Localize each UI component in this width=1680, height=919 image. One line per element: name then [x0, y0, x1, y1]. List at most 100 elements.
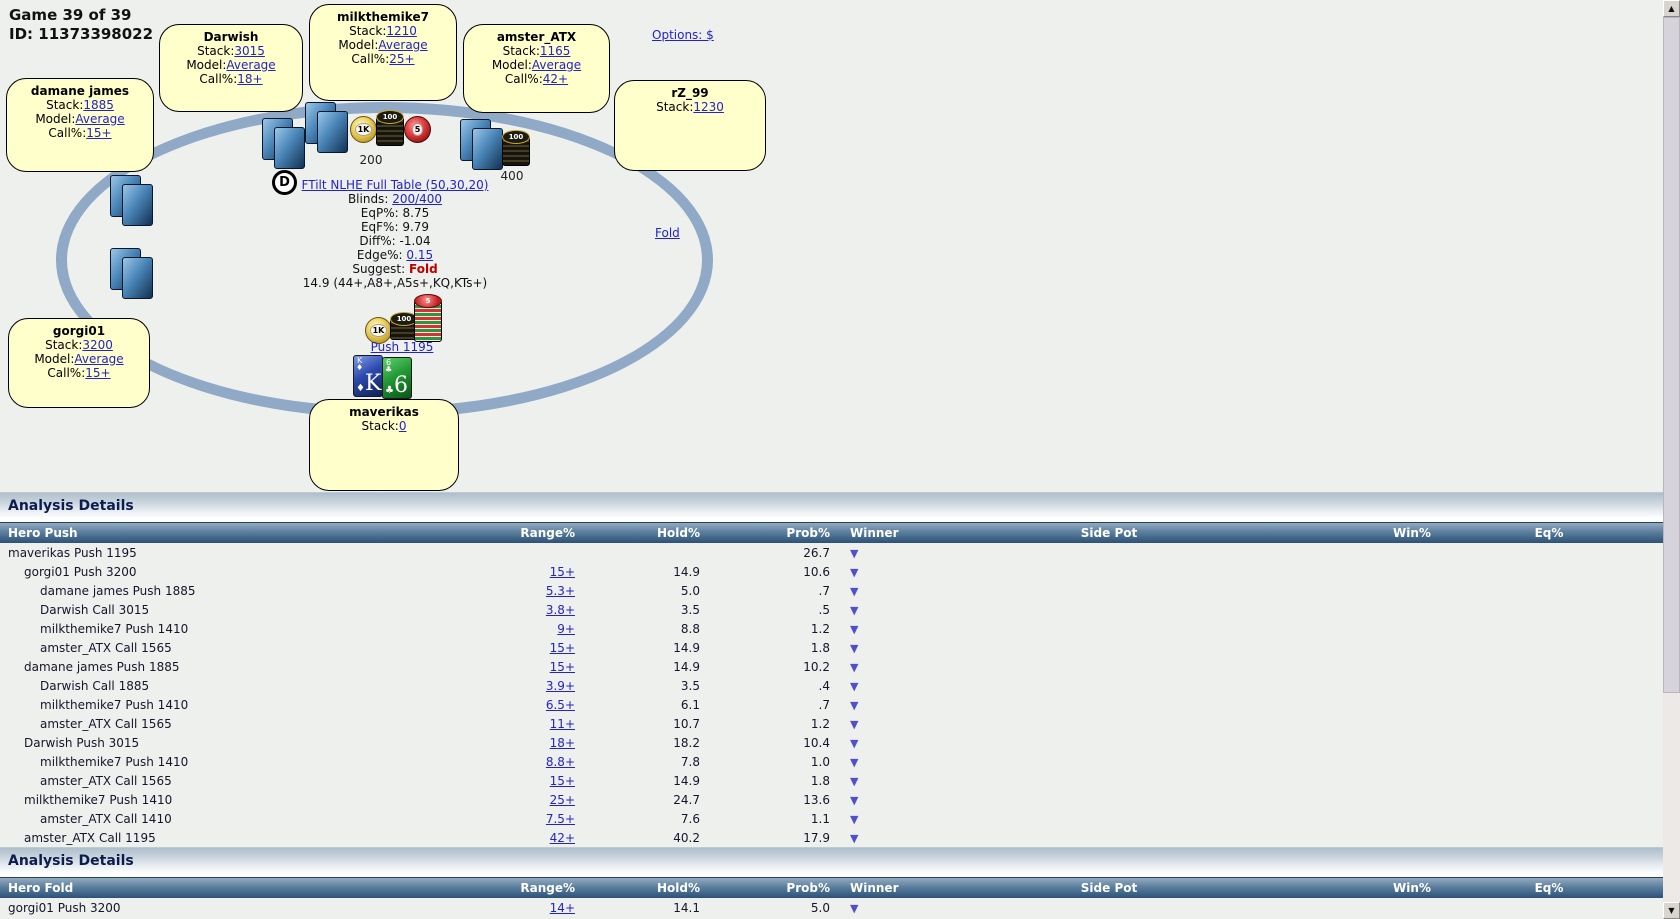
row-prob: 13.6 [803, 792, 830, 807]
eqf-label: EqF%: [360, 220, 399, 234]
eqf-value: 9.79 [402, 220, 430, 234]
stack-link[interactable]: 3200 [82, 338, 113, 352]
row-winner: ▼ [830, 736, 890, 750]
eqp-value: 8.75 [402, 206, 430, 220]
stack-link[interactable]: 1165 [539, 44, 571, 58]
row-winner: ▼ [830, 774, 890, 788]
row-hold: 14.9 [673, 640, 700, 655]
column-prob: Prob% [786, 526, 830, 540]
game-counter: Game 39 of 39 [9, 6, 132, 24]
row-prob: .7 [818, 697, 830, 712]
row-winner: ▼ [830, 622, 890, 636]
row-winner: ▼ [830, 546, 890, 560]
player-name: gorgi01 [52, 324, 106, 338]
winner-dropdown-icon[interactable]: ▼ [850, 565, 859, 579]
winner-dropdown-icon[interactable]: ▼ [850, 901, 859, 915]
stack-link[interactable]: 0 [398, 419, 407, 433]
model-link[interactable]: Average [378, 38, 428, 52]
row-winner: ▼ [830, 641, 890, 655]
row-prob: .4 [818, 678, 830, 693]
range-link[interactable]: 18+ [549, 735, 575, 750]
row-range: 42+ [455, 831, 575, 845]
edge-link[interactable]: 0.15 [406, 248, 434, 262]
analysis-sections: Analysis Details Hero Push Range% Hold% … [0, 492, 1663, 917]
winner-dropdown-icon[interactable]: ▼ [850, 717, 859, 731]
winner-dropdown-icon[interactable]: ▼ [850, 584, 859, 598]
range-link[interactable]: 25+ [549, 792, 575, 807]
player-box-milkthemike7: milkthemike7 Stack:1210 Model:Average Ca… [309, 4, 457, 101]
row-prob: 10.2 [803, 659, 830, 674]
options-link[interactable]: Options: $ [652, 28, 714, 42]
range-link[interactable]: 7.5+ [545, 811, 575, 826]
game-id: ID: 11373398022 [9, 25, 154, 43]
call-range-link[interactable]: 25+ [389, 52, 415, 66]
range-link[interactable]: 5.3+ [545, 583, 575, 598]
stack-link[interactable]: 1210 [386, 24, 417, 38]
stack-link[interactable]: 1230 [693, 100, 724, 114]
scroll-up-icon[interactable]: ▲ [1663, 0, 1680, 17]
winner-dropdown-icon[interactable]: ▼ [850, 755, 859, 769]
analysis-table-header: Hero Push Range% Hold% Prob% Winner Side… [0, 522, 1663, 543]
table-center-info: FTilt NLHE Full Table (50,30,20) Blinds:… [240, 178, 550, 290]
cards-gorgi01 [110, 248, 154, 300]
row-winner: ▼ [830, 812, 890, 826]
range-link[interactable]: 15+ [549, 773, 575, 788]
vertical-scrollbar[interactable]: ▲ ▼ [1663, 0, 1680, 919]
row-range: 3.9+ [455, 679, 575, 693]
winner-dropdown-icon[interactable]: ▼ [850, 698, 859, 712]
call-range-link[interactable]: 42+ [542, 72, 569, 86]
call-range-link[interactable]: 15+ [86, 126, 112, 140]
range-link[interactable]: 3.8+ [545, 602, 575, 617]
call-range-link[interactable]: 18+ [237, 72, 263, 86]
winner-dropdown-icon[interactable]: ▼ [850, 603, 859, 617]
call-range-link[interactable]: 15+ [85, 366, 111, 380]
model-link[interactable]: Average [75, 112, 125, 126]
range-link[interactable]: 8.8+ [545, 754, 575, 769]
model-link[interactable]: Average [226, 58, 276, 72]
winner-dropdown-icon[interactable]: ▼ [850, 812, 859, 826]
push-action-link[interactable]: Push 1195 [370, 340, 434, 354]
range-link[interactable]: 6.5+ [545, 697, 575, 712]
player-box-rz-99: rZ_99 Stack:1230 [614, 80, 766, 171]
winner-dropdown-icon[interactable]: ▼ [850, 641, 859, 655]
winner-dropdown-icon[interactable]: ▼ [850, 546, 859, 560]
model-link[interactable]: Average [74, 352, 124, 366]
winner-dropdown-icon[interactable]: ▼ [850, 660, 859, 674]
row-prob: 1.8 [810, 640, 830, 655]
range-link[interactable]: 15+ [549, 564, 575, 579]
model-link[interactable]: Average [531, 58, 582, 72]
row-prob: .5 [818, 602, 830, 617]
row-action: Darwish Call 3015 [40, 602, 150, 617]
card-back-icon [122, 184, 153, 226]
player-box-maverikas: maverikas Stack:0 [309, 399, 459, 491]
chip-1k-icon: 1K [350, 116, 377, 143]
winner-dropdown-icon[interactable]: ▼ [850, 793, 859, 807]
winner-dropdown-icon[interactable]: ▼ [850, 622, 859, 636]
analysis-row: damane james Push 1885 15+ 14.9 10.2 ▼ [0, 657, 1663, 676]
winner-dropdown-icon[interactable]: ▼ [850, 736, 859, 750]
winner-dropdown-icon[interactable]: ▼ [850, 774, 859, 788]
blinds-link[interactable]: 200/400 [392, 192, 443, 206]
winner-dropdown-icon[interactable]: ▼ [850, 831, 859, 845]
stack-link[interactable]: 3015 [234, 44, 265, 58]
scroll-down-icon[interactable]: ▼ [1663, 902, 1680, 919]
bet-amount-right: 400 [500, 169, 524, 183]
range-link[interactable]: 15+ [549, 640, 575, 655]
scrollbar-thumb[interactable] [1663, 17, 1680, 693]
player-box-amster-atx: amster_ATX Stack:1165 Model:Average Call… [463, 24, 610, 113]
row-action: milkthemike7 Push 1410 [40, 754, 189, 769]
row-prob: 10.4 [803, 735, 830, 750]
range-link[interactable]: 42+ [549, 830, 575, 845]
winner-dropdown-icon[interactable]: ▼ [850, 679, 859, 693]
stack-link[interactable]: 1885 [83, 98, 114, 112]
range-link[interactable]: 11+ [549, 716, 575, 731]
range-link[interactable]: 14+ [549, 900, 575, 915]
row-hold: 18.2 [673, 735, 700, 750]
range-link[interactable]: 15+ [549, 659, 575, 674]
row-hold: 14.9 [673, 564, 700, 579]
range-link[interactable]: 3.9+ [545, 678, 575, 693]
row-winner: ▼ [830, 717, 890, 731]
tournament-link[interactable]: FTilt NLHE Full Table (50,30,20) [301, 178, 489, 192]
player-box-damane-james: damane james Stack:1885 Model:Average Ca… [6, 78, 154, 172]
range-link[interactable]: 9+ [557, 621, 575, 636]
